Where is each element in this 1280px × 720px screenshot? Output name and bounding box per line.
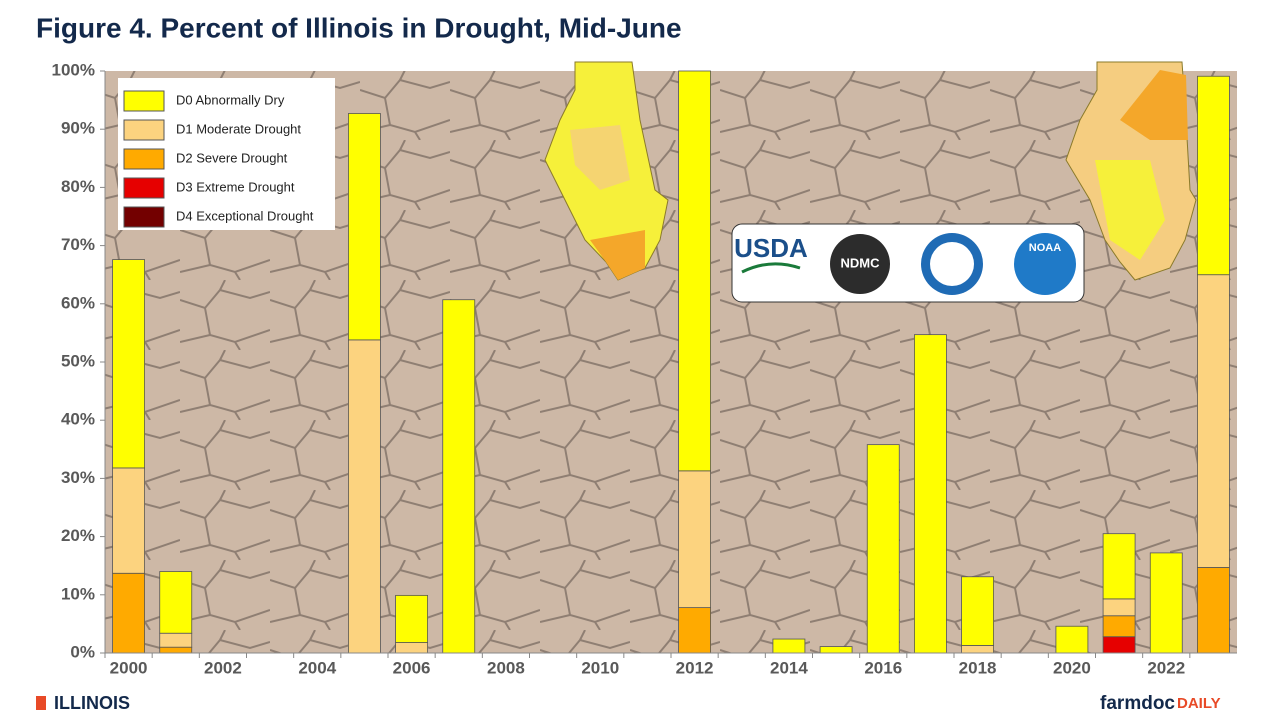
bar-segment xyxy=(112,467,145,574)
bar-segment xyxy=(1149,552,1183,654)
bar-segment xyxy=(1102,598,1136,617)
bar-segment xyxy=(1102,615,1136,638)
footer-brand: farmdoc xyxy=(1100,693,1175,714)
y-tick-label: 50% xyxy=(61,351,95,370)
legend-swatch xyxy=(123,90,165,112)
bar-segment xyxy=(112,259,145,469)
logo: NOAA xyxy=(1029,242,1061,254)
legend-swatch xyxy=(123,177,165,199)
map-2023 xyxy=(1065,61,1197,281)
x-tick-label: 2022 xyxy=(1147,658,1185,677)
x-tick-label: 2010 xyxy=(581,658,619,677)
legend-swatch xyxy=(123,206,165,228)
bar-segment xyxy=(395,594,428,643)
y-tick-label: 70% xyxy=(61,235,95,254)
bar-segment xyxy=(866,444,900,654)
bar-segment xyxy=(348,113,381,341)
y-tick-label: 30% xyxy=(61,468,95,487)
bar-segment xyxy=(678,470,711,609)
map-2012 xyxy=(544,61,669,281)
y-tick-label: 10% xyxy=(61,584,95,603)
bar-segment xyxy=(1197,274,1230,568)
legend-label: D4 Exceptional Drought xyxy=(176,208,314,223)
bar-segment xyxy=(1197,75,1230,276)
bar-segment xyxy=(442,299,476,654)
bar-segment xyxy=(112,572,145,654)
x-tick-label: 2008 xyxy=(487,658,525,677)
bar-segment xyxy=(1102,533,1136,600)
bar-segment xyxy=(678,70,711,472)
legend-label: D2 Severe Drought xyxy=(176,150,288,165)
y-tick-label: 100% xyxy=(52,60,95,79)
y-tick-label: 0% xyxy=(70,642,95,661)
y-tick-label: 40% xyxy=(61,410,95,429)
x-tick-label: 2012 xyxy=(676,658,714,677)
logo: NDMC xyxy=(841,255,881,270)
bar-segment xyxy=(159,632,193,648)
x-tick-label: 2018 xyxy=(959,658,997,677)
x-tick-label: 2016 xyxy=(864,658,902,677)
x-tick-label: 2020 xyxy=(1053,658,1091,677)
bar-segment xyxy=(159,646,193,654)
bar-segment xyxy=(961,576,994,646)
bar-segment xyxy=(1102,636,1136,654)
bar-segment xyxy=(678,607,711,654)
chart-title: Figure 4. Percent of Illinois in Drought… xyxy=(36,12,682,43)
y-tick-label: 90% xyxy=(61,119,95,138)
y-tick-label: 80% xyxy=(61,177,95,196)
bar-segment xyxy=(914,334,947,654)
x-tick-label: 2004 xyxy=(298,658,336,677)
footer-left: ILLINOIS xyxy=(54,693,130,713)
bar-segment xyxy=(1055,625,1089,654)
x-tick-label: 2000 xyxy=(110,658,148,677)
illinois-icon xyxy=(36,696,46,710)
legend-swatch xyxy=(123,119,165,141)
bar-segment xyxy=(961,645,994,654)
x-tick-label: 2006 xyxy=(393,658,431,677)
y-tick-label: 20% xyxy=(61,526,95,545)
bar-segment xyxy=(1197,567,1230,654)
logo: USDA xyxy=(734,233,808,263)
bar-segment xyxy=(395,642,428,654)
legend-label: D3 Extreme Drought xyxy=(176,179,295,194)
footer-brand: DAILY xyxy=(1177,695,1221,712)
bar-segment xyxy=(159,571,193,634)
legend-swatch xyxy=(123,148,165,170)
logo-box: USDA NDMC NOAA xyxy=(731,223,1085,303)
legend-label: D1 Moderate Drought xyxy=(176,121,301,136)
bar-segment xyxy=(348,339,381,654)
bar-segment xyxy=(819,646,853,654)
bar-segment xyxy=(772,638,806,654)
y-tick-label: 60% xyxy=(61,293,95,312)
legend-label: D0 Abnormally Dry xyxy=(176,92,285,107)
x-tick-label: 2002 xyxy=(204,658,242,677)
x-tick-label: 2014 xyxy=(770,658,808,677)
